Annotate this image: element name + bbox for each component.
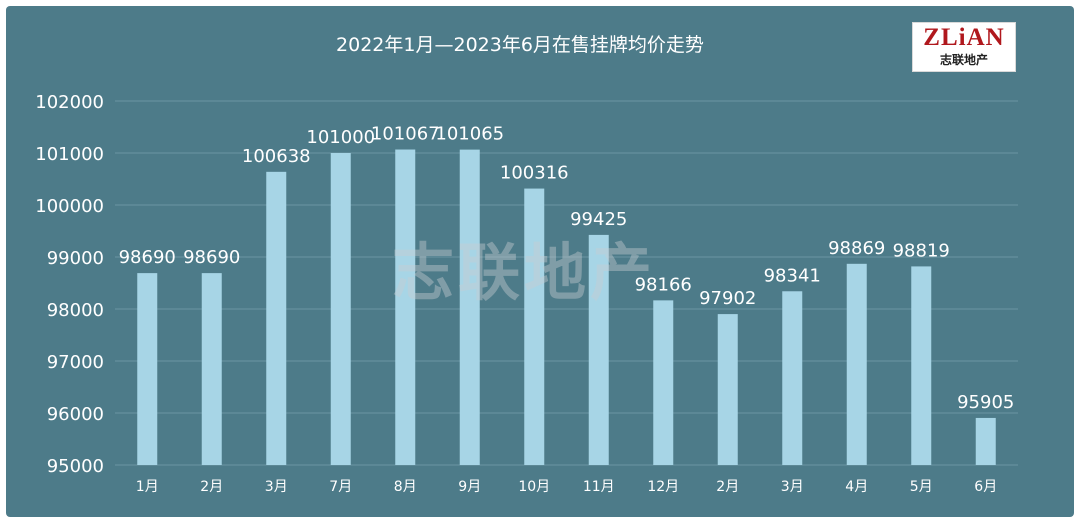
x-tick-label: 2月 [716, 479, 739, 495]
data-label: 100316 [500, 163, 569, 184]
x-tick-label: 6月 [974, 479, 997, 495]
y-tick-label: 95000 [47, 456, 104, 477]
bar [782, 291, 803, 465]
bar [975, 417, 996, 465]
bar [459, 149, 480, 465]
bar [846, 263, 867, 465]
data-label: 101067 [371, 124, 440, 145]
data-label: 95905 [957, 392, 1014, 413]
data-label: 101065 [435, 124, 504, 145]
y-tick-label: 98000 [47, 300, 104, 321]
data-label: 98341 [764, 265, 821, 286]
data-label: 98869 [828, 238, 885, 259]
bar [330, 153, 351, 465]
data-label: 98819 [893, 240, 950, 261]
data-label: 100638 [242, 146, 311, 167]
bar [588, 234, 609, 465]
brand-logo: ZLiAN 志联地产 [912, 22, 1016, 72]
data-label: 98690 [183, 247, 240, 268]
y-tick-label: 96000 [47, 404, 104, 425]
x-tick-label: 2月 [200, 479, 223, 495]
x-tick-label: 12月 [647, 479, 679, 495]
watermark: 志联地产 [392, 236, 657, 309]
x-tick-label: 8月 [394, 479, 417, 495]
x-tick-label: 7月 [329, 479, 352, 495]
x-tick-label: 11月 [583, 479, 615, 495]
data-label: 98690 [119, 247, 176, 268]
bar [266, 171, 287, 465]
bar [524, 188, 545, 465]
x-tick-label: 10月 [518, 479, 550, 495]
x-tick-label: 3月 [265, 479, 288, 495]
bar [717, 314, 738, 465]
bar [911, 266, 932, 465]
bar [137, 273, 158, 465]
x-tick-label: 5月 [910, 479, 933, 495]
y-tick-label: 99000 [47, 248, 104, 269]
x-tick-label: 3月 [781, 479, 804, 495]
bar [201, 273, 222, 465]
y-tick-label: 102000 [35, 92, 104, 113]
brand-logo-wordmark: ZLiAN [923, 24, 1005, 51]
y-tick-label: 101000 [35, 144, 104, 165]
data-label: 101000 [306, 127, 375, 148]
bar [653, 300, 674, 465]
x-tick-label: 4月 [845, 479, 868, 495]
data-label: 97902 [699, 288, 756, 309]
data-label: 99425 [570, 209, 627, 230]
y-tick-label: 100000 [35, 196, 104, 217]
y-tick-label: 97000 [47, 352, 104, 373]
brand-logo-subtitle: 志联地产 [939, 53, 988, 67]
chart-title: 2022年1月—2023年6月在售挂牌均价走势 [336, 34, 704, 56]
x-tick-label: 1月 [136, 479, 159, 495]
x-tick-label: 9月 [458, 479, 481, 495]
bar [395, 149, 416, 466]
data-label: 98166 [635, 274, 692, 295]
